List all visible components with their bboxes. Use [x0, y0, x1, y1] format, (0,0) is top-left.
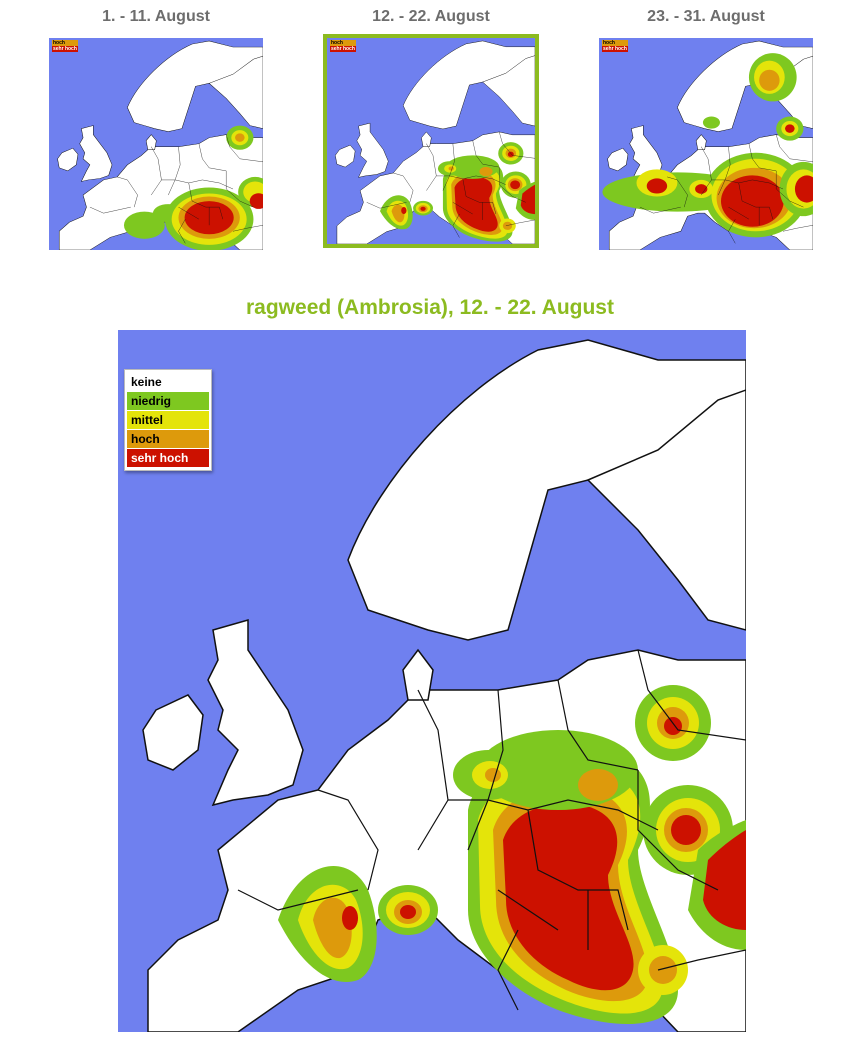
thumb-map-2[interactable]: hoch sehr hoch — [323, 34, 539, 248]
main-map-title: ragweed (Ambrosia), 12. - 22. August — [246, 296, 614, 319]
legend: keine niedrig mittel hoch sehr hoch — [124, 369, 212, 471]
thumb-2-mini-legend-hoch: hoch — [330, 40, 356, 46]
thumb-1-mini-legend-hoch: hoch — [52, 40, 78, 46]
thumb-map-2-svg — [327, 38, 535, 244]
thumb-1-mini-legend: hoch sehr hoch — [52, 40, 78, 52]
legend-item-mittel: mittel — [127, 411, 209, 429]
legend-item-hoch: hoch — [127, 430, 209, 448]
thumb-1-mini-legend-sehr-hoch: sehr hoch — [52, 46, 78, 52]
thumb-3-mini-legend-hoch: hoch — [602, 40, 628, 46]
thumb-title-1: 1. - 11. August — [102, 8, 210, 25]
thumb-3-pollen-areas — [602, 53, 813, 238]
thumb-2-mini-legend: hoch sehr hoch — [330, 40, 356, 52]
main-map-svg — [118, 330, 746, 1032]
thumb-map-3[interactable]: hoch sehr hoch — [599, 38, 813, 250]
thumb-map-1[interactable]: hoch sehr hoch — [49, 38, 263, 250]
main-map[interactable] — [118, 330, 746, 1032]
thumb-2-mini-legend-sehr-hoch: sehr hoch — [330, 46, 356, 52]
legend-item-niedrig: niedrig — [127, 392, 209, 410]
thumb-3-mini-legend: hoch sehr hoch — [602, 40, 628, 52]
thumb-map-3-svg — [599, 38, 813, 250]
legend-item-keine: keine — [127, 373, 209, 391]
legend-item-sehr-hoch: sehr hoch — [127, 449, 209, 467]
thumb-title-2: 12. - 22. August — [372, 8, 490, 25]
thumb-3-mini-legend-sehr-hoch: sehr hoch — [602, 46, 628, 52]
thumb-map-1-svg — [49, 38, 263, 250]
thumb-title-3: 23. - 31. August — [647, 8, 765, 25]
